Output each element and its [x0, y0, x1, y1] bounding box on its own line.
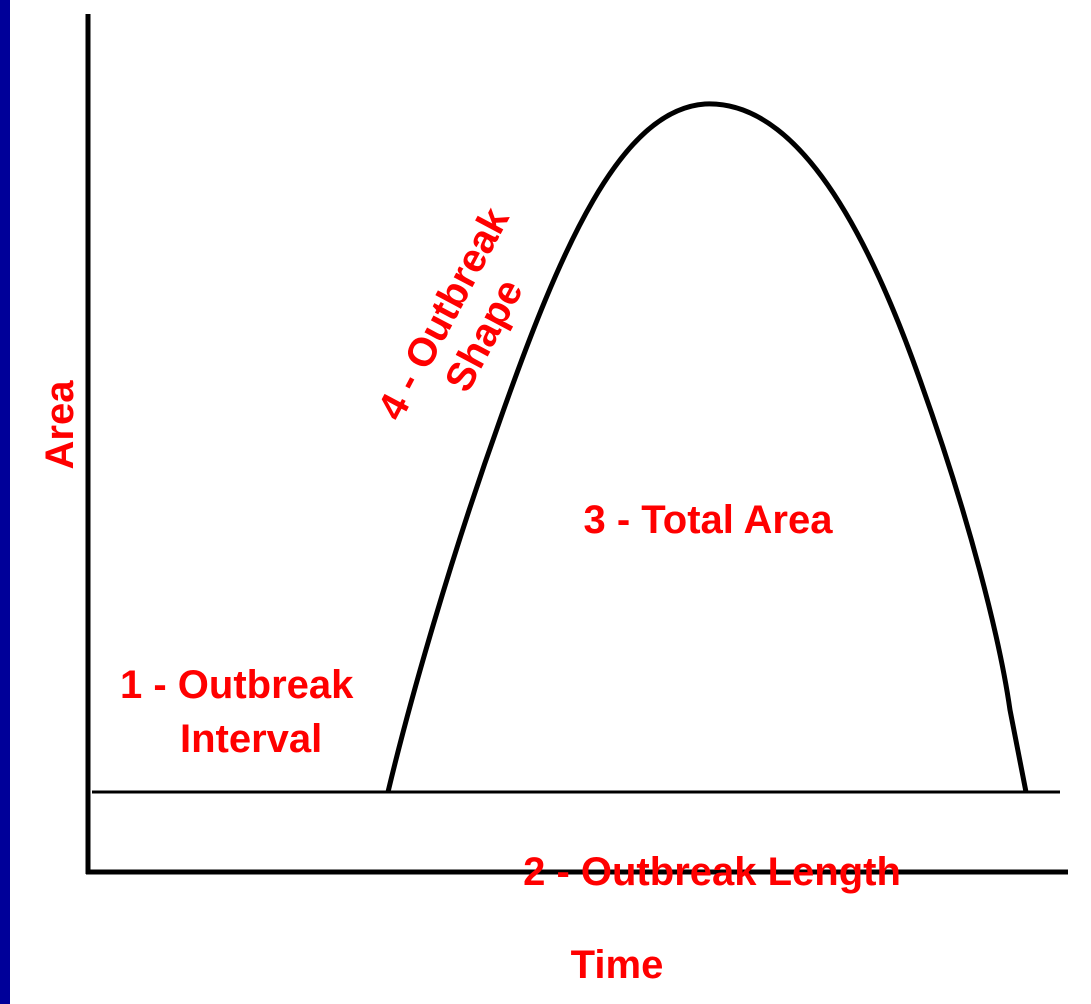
y-axis-label: Area: [38, 380, 82, 470]
area-label: 3 - Total Area: [584, 498, 834, 542]
outbreak-curve: [385, 101, 1029, 793]
interval-label: 1 - Outbreak: [120, 663, 354, 707]
length-label: 2 - Outbreak Length: [523, 850, 901, 894]
interval-label: Interval: [180, 717, 322, 761]
canvas: [10, 0, 1091, 1004]
x-axis-label: Time: [571, 943, 664, 987]
